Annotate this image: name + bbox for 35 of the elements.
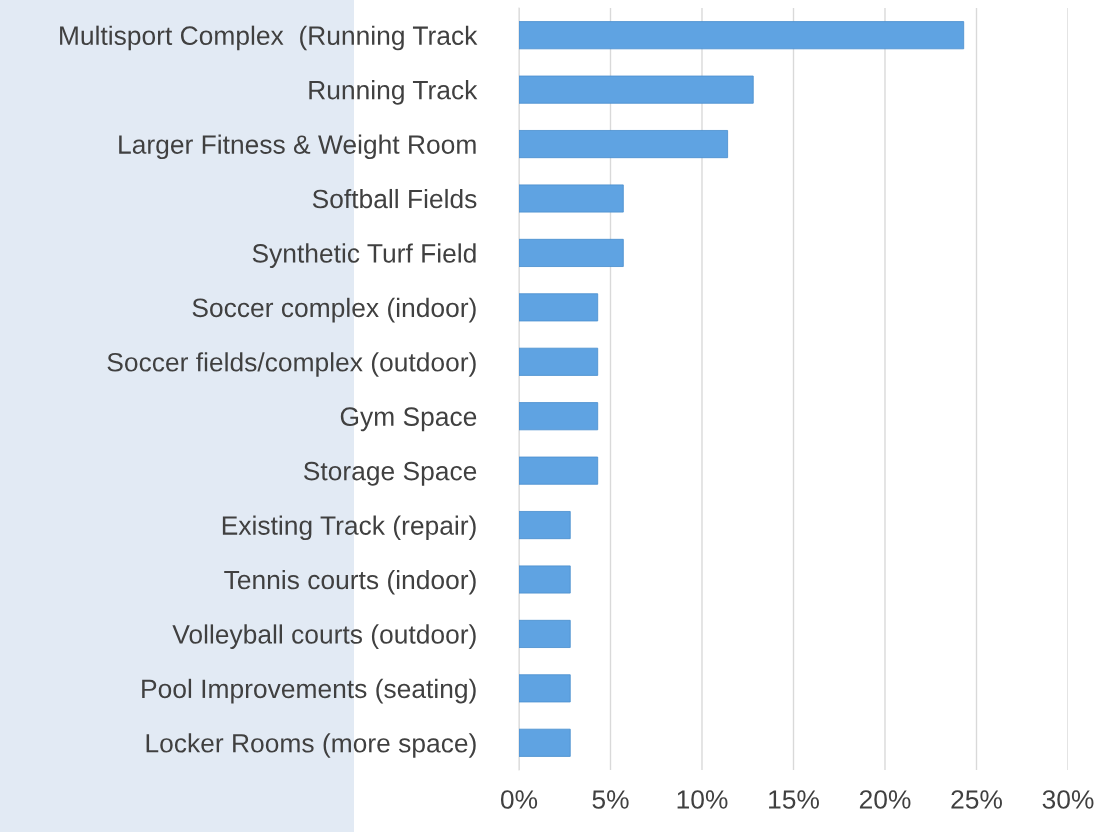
y-tick-label: Running Track bbox=[309, 80, 478, 105]
y-tick-label: Volleyball courts (outdoor) bbox=[172, 624, 476, 649]
y-tick-label: Soccer complex (indoor) bbox=[192, 297, 476, 323]
bar bbox=[519, 619, 571, 648]
x-tick-label: 0% bbox=[500, 790, 538, 809]
bar bbox=[519, 238, 624, 267]
x-tick-label: 25% bbox=[951, 790, 1002, 809]
x-tick-label: 5% bbox=[592, 790, 629, 809]
y-tick-label: Multisport Complex (Running Track bbox=[60, 25, 478, 51]
y-tick-label: Locker Rooms (more space) bbox=[146, 733, 476, 758]
bar bbox=[519, 184, 624, 213]
x-tick-label: 30% bbox=[1042, 790, 1094, 809]
x-tick-label: 10% bbox=[677, 790, 728, 809]
x-tick-label: 20% bbox=[859, 790, 911, 809]
bar bbox=[519, 456, 599, 485]
bar bbox=[519, 728, 571, 757]
y-tick-label: Gym Space bbox=[340, 407, 477, 432]
bar bbox=[519, 130, 729, 159]
y-tick-label: Pool Improvements (seating) bbox=[142, 678, 476, 704]
bar bbox=[519, 674, 571, 703]
bar bbox=[519, 21, 965, 50]
y-tick-label: Softball Fields bbox=[312, 188, 477, 209]
y-tick-label: Larger Fitness & Weight Room bbox=[119, 134, 476, 160]
x-tick-label: 15% bbox=[769, 790, 819, 809]
bar bbox=[519, 565, 571, 594]
bar bbox=[519, 75, 754, 104]
y-tick-label: Soccer fields/complex (outdoor) bbox=[107, 352, 476, 377]
y-tick-label: Storage Space bbox=[303, 461, 477, 486]
bar bbox=[519, 293, 599, 322]
y-tick-label: Tennis courts (indoor) bbox=[224, 569, 476, 595]
bar bbox=[519, 347, 599, 376]
y-tick-label: Existing Track (repair) bbox=[222, 515, 476, 541]
y-tick-label: Synthetic Turf Field bbox=[252, 243, 476, 268]
bar bbox=[519, 511, 571, 540]
bar bbox=[519, 402, 599, 431]
